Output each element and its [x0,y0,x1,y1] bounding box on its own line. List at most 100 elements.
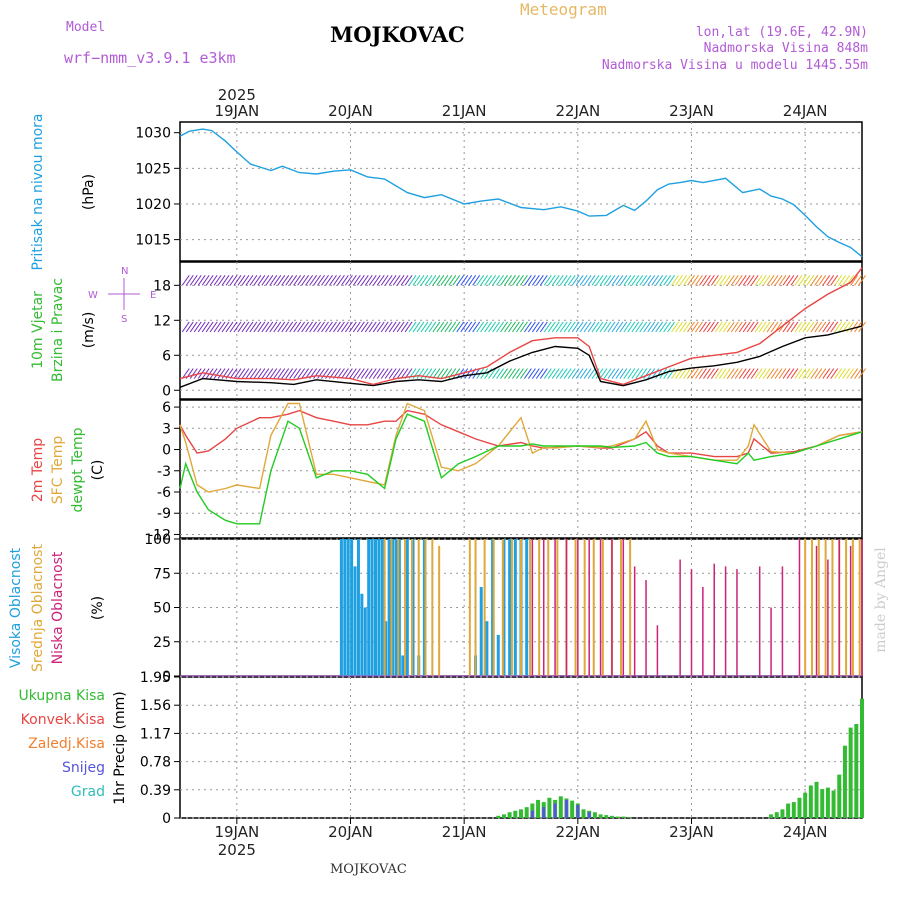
wind-barb [289,275,298,286]
wind-barb [301,368,310,379]
wind-barb [726,321,735,333]
wind-barb [321,321,329,333]
wind-barb [778,368,787,379]
wind-barb [671,275,680,286]
x-day-label-bottom: 24JAN [783,823,828,841]
wind-barb [524,368,532,379]
precip-bar [820,789,825,818]
wind-barb [695,321,703,333]
wind-barb [794,368,803,379]
wind-barb [392,275,401,286]
wind-barb [348,321,357,333]
wind-barb [305,275,314,286]
wind-barb [559,368,568,379]
precip-bar [513,810,518,818]
wind-barb [834,368,843,379]
wind-barb [496,368,504,379]
pressure-line [179,128,863,258]
wind-barb [388,275,397,286]
wind-barb [420,368,429,379]
wind-barb [356,321,365,333]
wind-barb [663,275,672,286]
wind-barb [683,321,691,333]
wind-barb [643,368,652,379]
wind-barb [794,275,803,286]
wind-barb [722,275,731,286]
wind-barb [313,275,321,286]
wind-barb [293,368,302,379]
wind-barb [543,275,552,286]
wind-barb [718,321,727,333]
wind-barb [269,275,278,286]
wind-barb [615,368,624,379]
wind-barb [818,275,827,286]
wind-barb [289,321,298,333]
wind-barb [555,368,564,379]
wind-barb [802,321,811,333]
wind-barb [352,321,361,333]
wind-barb [344,321,353,333]
wind-barb [181,321,190,333]
wind-barb [734,321,743,333]
wind-barb [277,321,286,333]
wind-barb [181,275,190,286]
precip-bar [609,815,614,818]
wind-barb [221,321,230,333]
wind-barb [392,321,401,333]
precip-bar [808,785,813,818]
temp-line-2 [179,413,863,525]
wind-barb [603,368,612,379]
wind-barb [639,275,648,286]
wind-barb [766,368,775,379]
wind-barb [782,321,791,333]
wind-barb [257,275,266,286]
wind-barb [508,321,516,333]
wind-barb [384,368,393,379]
y-tick-label: -12 [148,527,171,543]
wind-barb [516,368,524,379]
wind-barb [707,321,715,333]
wind-barb [436,321,445,333]
wind-barb [217,321,226,333]
wind-barb [337,275,345,286]
precip-bar [837,774,842,818]
wind-barb [209,368,218,379]
y-tick-label: 6 [162,400,171,416]
wind-barb [854,368,863,379]
precip-legend-item: Zaledj.Kisa [28,736,105,752]
wind-barb [754,321,763,333]
wind-barb [340,368,349,379]
x-day-label-top: 22JAN [555,102,600,120]
wind-barb [329,321,337,333]
wind-barb [333,275,341,286]
precip-bar [803,792,808,818]
wind-barb [726,275,735,286]
wind-barb [277,368,286,379]
wind-barb [754,275,763,286]
wind-barb [185,321,194,333]
wind-barb [245,321,254,333]
precip-bar [780,809,785,818]
x-day-label-top: 19JAN [214,102,259,120]
wind-barb [675,321,683,333]
wind-barb [352,368,361,379]
wind-barb [464,321,473,333]
wind-barb [790,275,799,286]
wind-barb [750,275,759,286]
wind-barb [368,275,377,286]
precip-bar [581,809,586,818]
x-day-label-bottom: 22JAN [555,823,600,841]
model-label: Model [66,20,106,35]
wind-barb [460,321,469,333]
wind-barb [579,275,588,286]
wind-barb [416,275,425,286]
cloud-title-2: Srednja Oblacnost [30,544,46,672]
wind-barb [488,275,497,286]
wind-barb [249,321,258,333]
wind-barb [651,321,660,333]
wind-barb [699,321,707,333]
wind-barb [766,275,775,286]
wind-barb [599,368,608,379]
wind-barb [480,321,489,333]
